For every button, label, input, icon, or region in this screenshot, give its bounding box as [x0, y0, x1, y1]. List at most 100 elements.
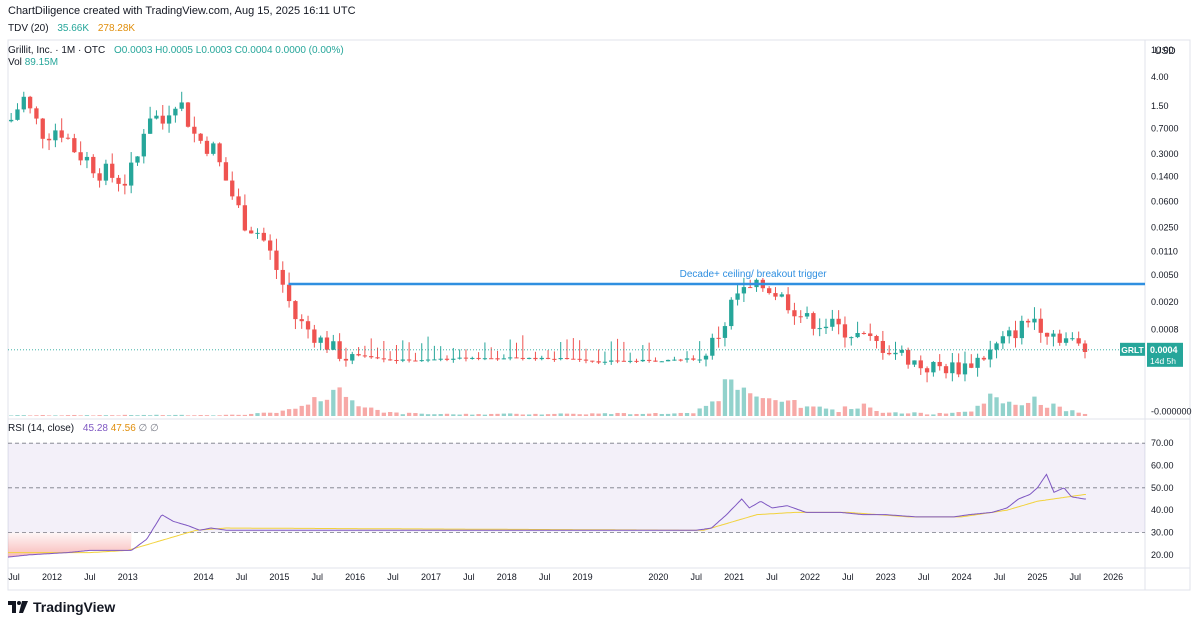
price-tick-label: 0.7000	[1151, 124, 1179, 134]
volume-bar	[173, 414, 178, 416]
volume-bar	[1025, 402, 1031, 416]
time-tick-label: 2023	[876, 572, 896, 582]
candle-body	[1057, 333, 1062, 343]
rsi-ma-value: 47.56	[110, 423, 136, 434]
time-tick-label: 2013	[118, 572, 138, 582]
rsi-line	[7, 473, 1086, 558]
tradingview-logo[interactable]: TradingView	[8, 598, 115, 616]
volume-bar	[962, 411, 968, 416]
time-tick-label: 2021	[724, 572, 744, 582]
time-tick-label: Jul	[312, 572, 324, 582]
tdv-value-1: 35.66K	[57, 23, 90, 34]
time-tick-label: 2016	[345, 572, 365, 582]
volume-bar	[665, 413, 671, 416]
candle-body	[457, 357, 462, 359]
volume-bar	[855, 408, 860, 416]
volume-bar	[678, 412, 683, 416]
volume-bar	[179, 414, 184, 416]
volume-bar	[1019, 405, 1024, 416]
candle-body	[299, 319, 304, 322]
volume-bar	[381, 412, 386, 416]
volume-bar	[350, 400, 355, 416]
candle-body	[962, 363, 968, 375]
candle-body	[122, 183, 128, 186]
candle-body	[78, 152, 83, 161]
candle-body	[286, 284, 292, 302]
volume-bar	[1013, 404, 1018, 416]
volume-bar	[861, 403, 867, 416]
candle-body	[773, 293, 778, 297]
volume-bar	[571, 413, 576, 416]
time-tick-label: 2014	[194, 572, 214, 582]
volume-bar	[457, 414, 462, 416]
volume-bar	[406, 412, 412, 416]
time-tick-label: Jul	[236, 572, 248, 582]
candle-body	[419, 360, 424, 362]
time-tick-label: 2026	[1103, 572, 1123, 582]
volume-bar	[318, 401, 323, 416]
volume-bar	[735, 389, 740, 416]
volume-bar	[716, 401, 721, 416]
candle-body	[84, 156, 90, 161]
tradingview-brand: TradingView	[33, 599, 116, 615]
time-tick-label: 2024	[952, 572, 972, 582]
price-tick-label: 1.50	[1151, 101, 1169, 111]
candle-body	[577, 358, 582, 360]
volume-bar	[501, 413, 507, 416]
time-tick-label: 2017	[421, 572, 441, 582]
candle-body	[432, 359, 437, 361]
candle-body	[1070, 338, 1075, 340]
rsi-value: 45.28	[82, 423, 108, 434]
volume-bar	[324, 399, 330, 416]
symbol-title[interactable]: Grillit, Inc. · 1M · OTC	[8, 45, 106, 56]
candle-body	[312, 329, 317, 343]
volume-bar	[950, 412, 955, 416]
time-tick-label: 2020	[648, 572, 668, 582]
candle-body	[1076, 338, 1081, 344]
volume-bar	[59, 415, 64, 416]
volume-bar	[65, 415, 71, 416]
candle-body	[552, 358, 557, 360]
volume-bar	[72, 414, 77, 416]
candle-body	[369, 356, 374, 358]
price-tick-label: 4.00	[1151, 72, 1169, 82]
volume-bar	[185, 415, 191, 416]
volume-bar	[369, 407, 374, 416]
candle-body	[1013, 330, 1018, 339]
rsi-tick-label: 50.00	[1151, 483, 1174, 493]
candle-body	[343, 358, 349, 361]
candle-body	[438, 358, 443, 360]
candles	[9, 91, 1088, 383]
volume-bar	[495, 413, 500, 416]
candle-body	[1044, 332, 1050, 337]
candle-body	[899, 349, 904, 353]
volume-label: Vol	[8, 57, 22, 68]
volume-bar	[552, 413, 557, 416]
currency-button[interactable]: USD	[1154, 46, 1176, 57]
volume-bar	[274, 412, 279, 416]
candle-body	[267, 240, 273, 251]
volume-bar	[672, 413, 677, 416]
candle-body	[874, 336, 879, 341]
volume-bar	[261, 412, 266, 416]
volume-bar	[451, 414, 456, 416]
volume-bar	[868, 407, 873, 416]
candle-body	[785, 294, 791, 311]
volume-bar	[122, 414, 128, 416]
volume-bar	[356, 406, 361, 416]
candle-body	[918, 360, 923, 369]
candle-body	[571, 358, 576, 360]
candle-body	[495, 358, 500, 360]
volume-bar	[46, 415, 52, 416]
volume-bar	[267, 412, 273, 416]
volume-bar	[110, 415, 115, 416]
candle-body	[887, 352, 892, 355]
symbol-legend: Grillit, Inc. · 1M · OTC O0.0003 H0.0005…	[8, 45, 344, 56]
candle-body	[1063, 338, 1069, 343]
candle-body	[34, 108, 39, 119]
price-badge	[1147, 342, 1183, 367]
volume-bar	[362, 407, 368, 416]
candle-body	[583, 359, 589, 361]
volume-bar	[425, 414, 431, 416]
